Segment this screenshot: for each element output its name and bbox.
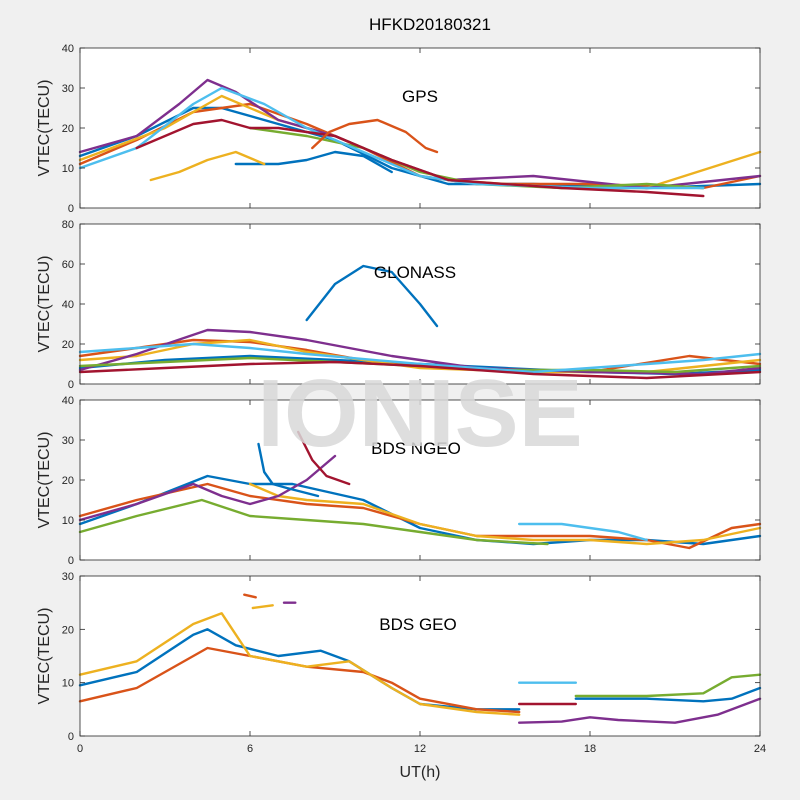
x-axis-label: UT(h) (400, 764, 441, 781)
y-tick-label: 0 (68, 555, 74, 567)
plot-area (80, 48, 760, 208)
y-tick-label: 40 (62, 43, 74, 55)
panel-annotation: GLONASS (374, 263, 456, 282)
series-line (78, 454, 337, 522)
y-axis-label: VTEC(TECU) (36, 432, 53, 529)
y-axis-label: VTEC(TECU) (36, 256, 53, 353)
y-tick-label: 30 (62, 435, 74, 447)
y-axis-label: VTEC(TECU) (36, 80, 53, 177)
y-tick-label: 80 (62, 219, 74, 231)
series-line (574, 686, 762, 703)
series-line (78, 328, 762, 376)
series-line (297, 430, 351, 486)
series-line (78, 360, 762, 380)
series-line (251, 604, 274, 610)
figure-title: HFKD20180321 (369, 15, 491, 34)
panel-4: 0 10 20 30 VTEC(TECU) BDS GEO 0 6 12 18 24 (36, 571, 766, 755)
series-line (149, 150, 266, 182)
series-line (135, 118, 705, 198)
series-line (78, 646, 521, 714)
y-tick-label: 40 (62, 395, 74, 407)
panel-annotation: BDS GEO (379, 615, 456, 634)
series-line (518, 522, 648, 542)
y-tick-label: 0 (68, 731, 74, 743)
y-tick-label: 20 (62, 123, 74, 135)
series-line (248, 482, 762, 546)
series-line (78, 342, 762, 374)
series-line (257, 442, 320, 498)
y-tick-label: 20 (62, 475, 74, 487)
y-tick-label: 10 (62, 515, 74, 527)
panel-annotation: GPS (402, 87, 438, 106)
watermark: IONISE (257, 360, 582, 467)
series-line (78, 498, 549, 546)
series-line (518, 697, 762, 724)
y-tick-label: 10 (62, 163, 74, 175)
plot-area (80, 576, 760, 736)
y-tick-label: 20 (62, 624, 74, 636)
y-tick-label: 40 (62, 299, 74, 311)
plot-area (80, 400, 760, 560)
x-tick-label: 18 (584, 743, 596, 755)
y-tick-label: 30 (62, 571, 74, 583)
y-tick-label: 20 (62, 339, 74, 351)
series-line (311, 118, 439, 154)
panel-2: 0 20 40 60 80 VTEC(TECU) GLONASS (36, 219, 762, 391)
y-tick-label: 30 (62, 83, 74, 95)
y-axis-label: VTEC(TECU) (36, 608, 53, 705)
series-line (243, 593, 257, 599)
panel-annotation: BDS NGEO (371, 439, 461, 458)
y-tick-label: 0 (68, 203, 74, 215)
y-tick-label: 60 (62, 259, 74, 271)
series-line (305, 264, 439, 328)
y-tick-label: 10 (62, 678, 74, 690)
x-tick-label: 24 (754, 743, 766, 755)
series-line (248, 126, 705, 190)
x-tick-label: 0 (77, 743, 83, 755)
panel-3: 0 10 20 30 40 VTEC(TECU) BDS NGEO (36, 395, 762, 567)
x-tick-label: 12 (414, 743, 426, 755)
y-tick-label: 0 (68, 379, 74, 391)
panel-1: 0 10 20 30 40 VTEC(TECU) GPS (36, 43, 762, 215)
x-tick-label: 6 (247, 743, 253, 755)
series-line (234, 150, 393, 174)
series-line (574, 673, 762, 698)
series-line (78, 612, 521, 716)
